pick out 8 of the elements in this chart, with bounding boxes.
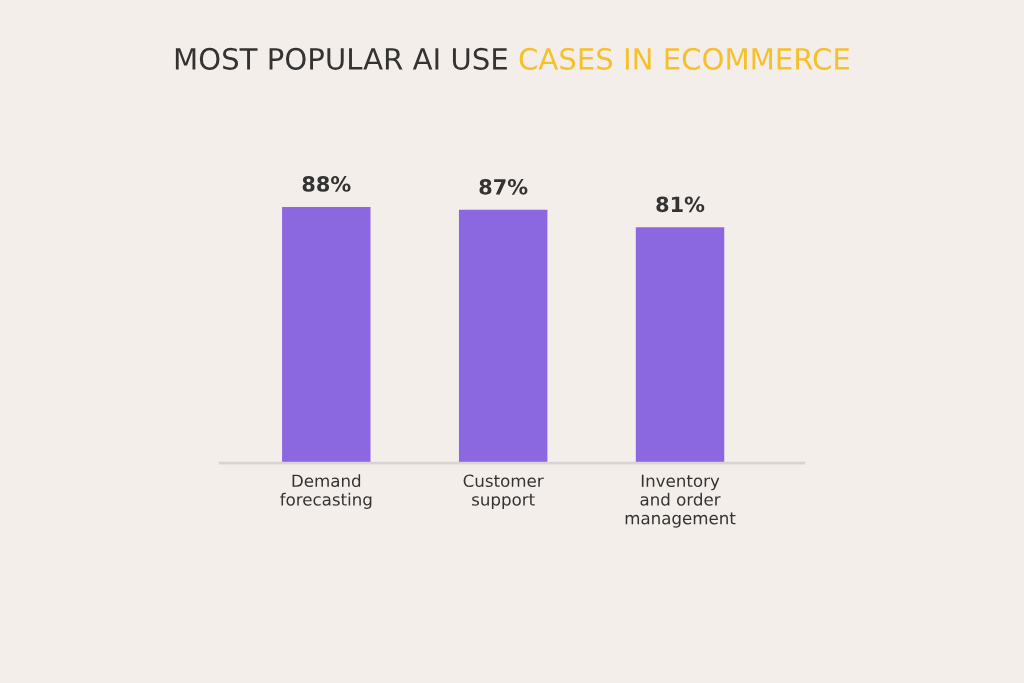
chart-subtitle: CASES IN ECOMMERCE: [519, 47, 849, 70]
data-label: 87%: [479, 178, 528, 195]
chart-title: MOST POPULAR AI USE: [175, 47, 507, 70]
x-tick-label: Inventory and order management: [625, 474, 736, 528]
x-tick-label: Demand forecasting: [280, 474, 372, 509]
x-tick-label: Customer support: [463, 474, 544, 509]
data-label: 81%: [656, 196, 705, 213]
data-label: 88%: [302, 176, 351, 192]
